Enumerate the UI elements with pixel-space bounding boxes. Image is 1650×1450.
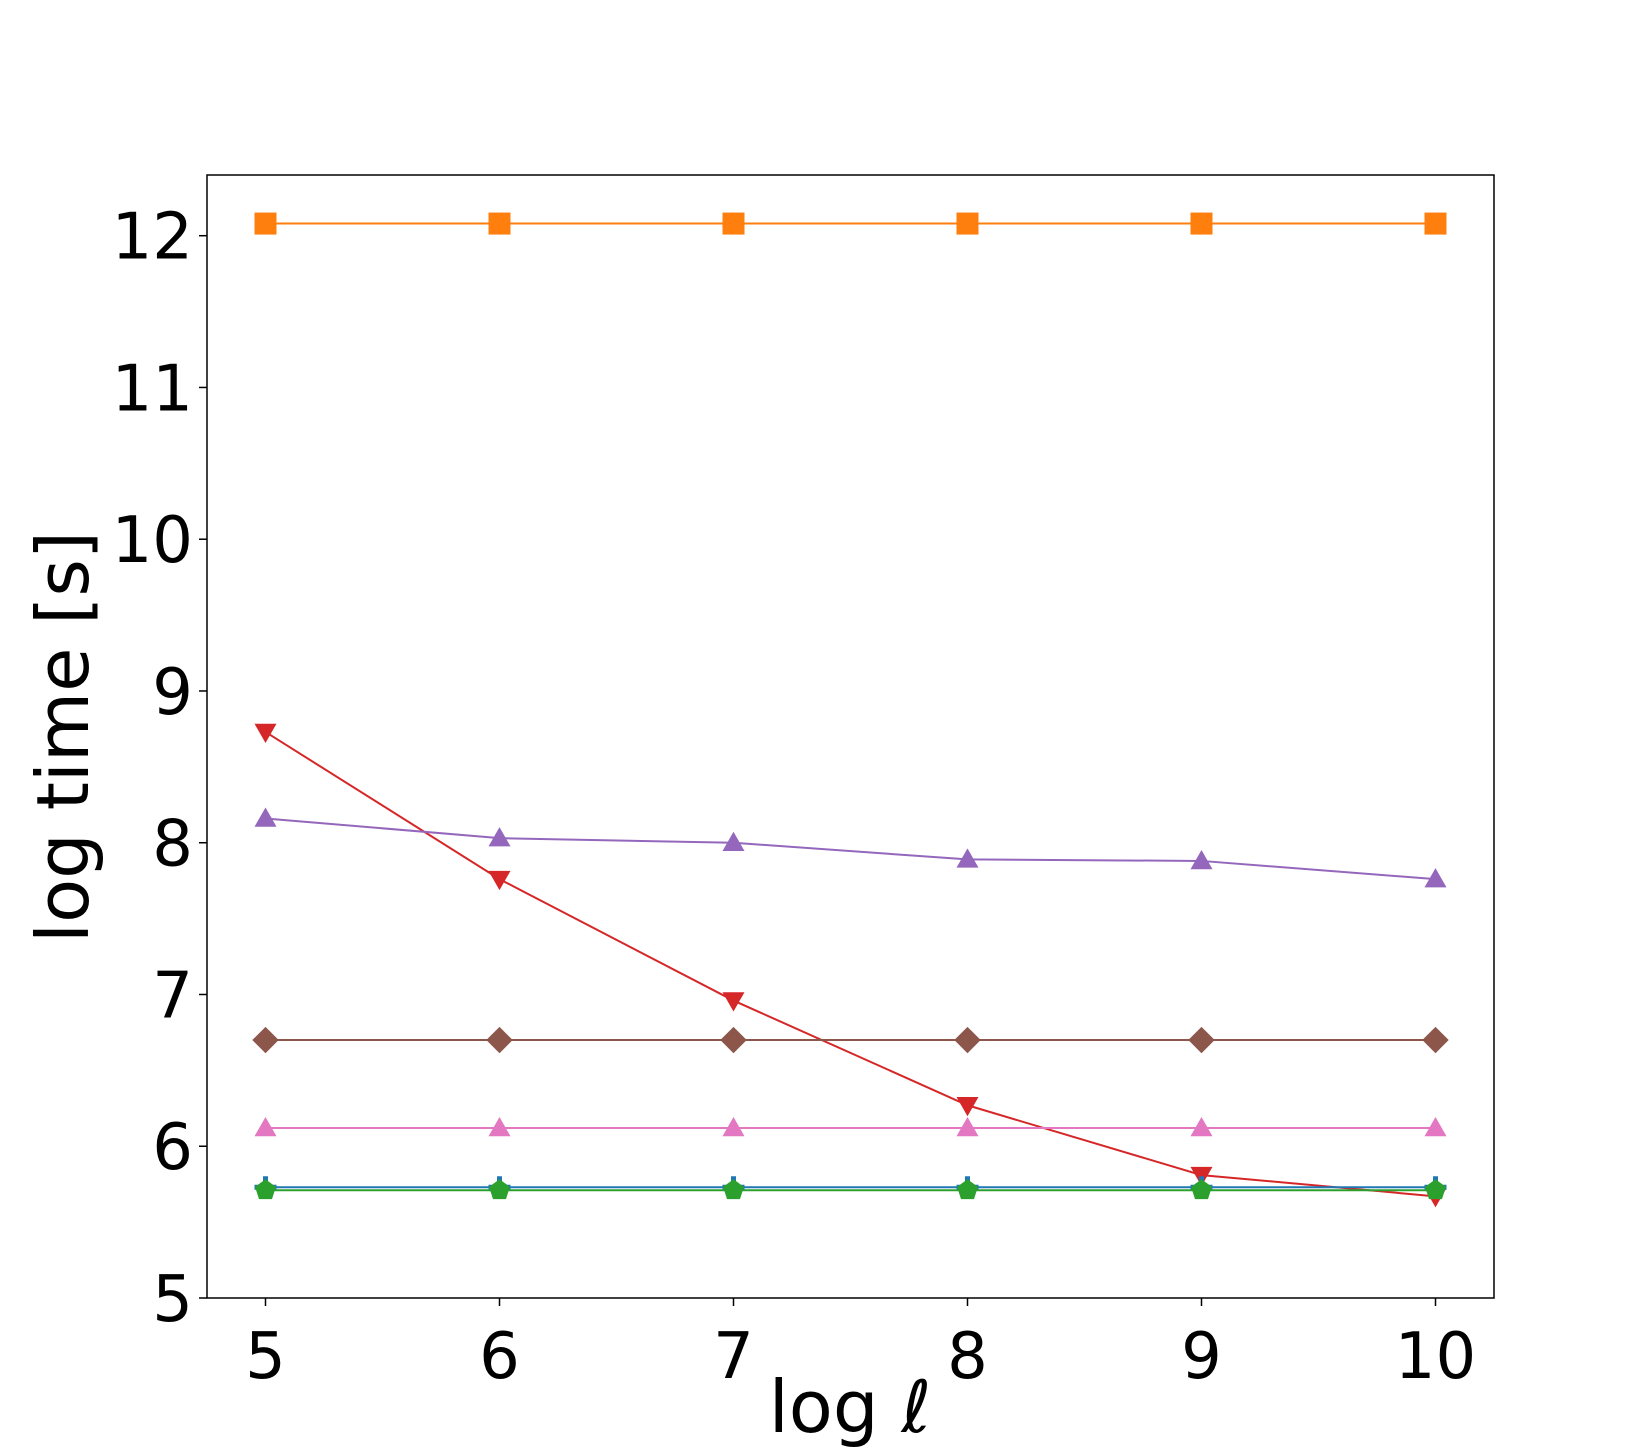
data-point-marker: [1190, 212, 1213, 235]
data-point-marker: [954, 1026, 981, 1054]
x-tick-label: 6: [479, 1320, 520, 1394]
y-tick-label: 10: [112, 504, 193, 578]
data-point-marker: [486, 1026, 513, 1054]
x-tick-label: 5: [245, 1320, 286, 1394]
y-tick-label: 12: [112, 201, 193, 275]
data-point-marker: [255, 1179, 276, 1200]
data-point-marker: [1424, 868, 1447, 888]
series-1: [254, 723, 1447, 1208]
data-point-marker: [254, 807, 277, 827]
x-axis-label: log ℓ: [769, 1365, 931, 1449]
data-point-marker: [254, 723, 277, 743]
data-point-marker: [254, 1117, 277, 1137]
data-point-marker: [252, 1026, 279, 1054]
data-point-marker: [956, 212, 979, 235]
data-point-marker: [1191, 1179, 1212, 1200]
y-tick-label: 5: [152, 1263, 193, 1337]
x-tick-label: 10: [1395, 1320, 1476, 1394]
series-layer: [252, 212, 1449, 1208]
data-point-marker: [1190, 849, 1213, 870]
data-point-marker: [956, 848, 979, 868]
series-line: [265, 817, 1436, 881]
series-2: [254, 807, 1447, 888]
data-point-marker: [722, 992, 745, 1012]
data-point-marker: [956, 1097, 979, 1117]
y-tick-label: 9: [152, 656, 193, 730]
data-point-marker: [957, 1179, 978, 1200]
data-point-marker: [254, 212, 277, 235]
y-tick-label: 11: [112, 352, 193, 426]
data-point-marker: [1190, 1117, 1213, 1137]
data-point-marker: [722, 1117, 745, 1137]
y-axis-label: log time [s]: [21, 531, 105, 943]
data-point-marker: [488, 827, 511, 847]
data-point-marker: [488, 870, 511, 891]
series-5: [254, 1176, 1447, 1199]
plot-area-frame: [206, 174, 1495, 1299]
series-0: [254, 212, 1447, 235]
data-point-marker: [723, 1179, 744, 1200]
data-point-marker: [1424, 212, 1447, 235]
x-tick-label: 7: [713, 1320, 754, 1394]
y-tick-label: 8: [152, 808, 193, 882]
x-tick-label: 9: [1181, 1320, 1222, 1394]
y-tick-label: 7: [152, 959, 193, 1033]
data-point-marker: [489, 1179, 510, 1200]
y-axis-ticks: 5 6 7 8 9 10 11 12: [112, 201, 207, 1337]
data-point-marker: [722, 212, 745, 235]
data-point-marker: [1188, 1026, 1215, 1054]
series-line: [264, 731, 1436, 1198]
series-4: [254, 1117, 1447, 1137]
x-axis-ticks: 5 6 7 8 9 10: [245, 1298, 1476, 1394]
y-tick-label: 6: [152, 1111, 193, 1185]
data-point-marker: [956, 1117, 979, 1137]
data-point-marker: [1422, 1026, 1449, 1054]
data-point-marker: [1425, 1179, 1446, 1200]
data-point-marker: [720, 1026, 747, 1054]
series-3: [252, 1026, 1449, 1054]
data-point-marker: [488, 212, 511, 235]
data-point-marker: [1424, 1117, 1447, 1137]
data-point-marker: [488, 1117, 511, 1137]
data-point-marker: [722, 831, 745, 851]
series-6: [255, 1179, 1446, 1200]
x-tick-label: 8: [947, 1320, 988, 1394]
